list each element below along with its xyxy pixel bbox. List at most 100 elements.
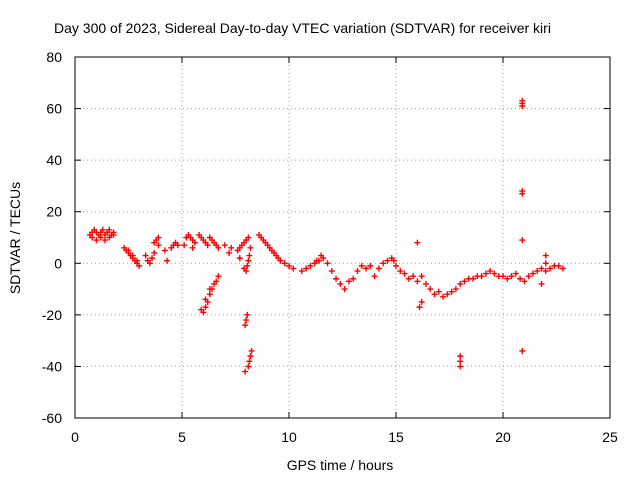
data-points xyxy=(86,97,566,375)
data-point xyxy=(313,257,320,264)
data-point xyxy=(350,275,357,282)
x-tick-label: 10 xyxy=(281,429,297,445)
data-point xyxy=(440,293,447,300)
data-point xyxy=(248,347,255,354)
data-point xyxy=(328,268,335,275)
data-point xyxy=(298,268,305,275)
data-point xyxy=(519,347,526,354)
data-point xyxy=(444,291,451,298)
data-point xyxy=(418,298,425,305)
y-tick-label: -40 xyxy=(42,358,62,374)
data-point xyxy=(142,252,149,259)
data-point xyxy=(228,244,235,251)
data-point xyxy=(244,311,251,318)
data-point xyxy=(519,102,526,109)
data-point xyxy=(245,257,252,264)
data-point xyxy=(521,278,528,285)
grid-lines xyxy=(75,57,610,418)
data-point xyxy=(246,358,253,365)
data-point xyxy=(538,265,545,272)
data-point xyxy=(448,288,455,295)
data-point xyxy=(213,278,220,285)
data-point xyxy=(363,265,370,272)
data-point xyxy=(542,268,549,275)
data-point xyxy=(136,262,143,269)
data-point xyxy=(129,252,136,259)
data-point xyxy=(106,234,113,241)
data-point xyxy=(508,273,515,280)
data-point xyxy=(405,275,412,282)
data-point xyxy=(242,322,249,329)
data-point xyxy=(482,270,489,277)
data-point xyxy=(538,280,545,287)
data-point xyxy=(401,270,408,277)
data-point xyxy=(371,273,378,280)
data-point xyxy=(242,368,249,375)
data-point xyxy=(410,273,417,280)
data-point xyxy=(204,242,211,249)
data-point xyxy=(555,262,562,269)
data-point xyxy=(97,234,104,241)
data-point xyxy=(101,237,108,244)
plot-frame xyxy=(74,56,611,419)
data-point xyxy=(243,268,250,275)
data-point xyxy=(461,278,468,285)
y-axis-label: SDTVAR / TECUs xyxy=(7,182,23,294)
data-point xyxy=(161,247,168,254)
data-point xyxy=(375,265,382,272)
y-tick-label: 40 xyxy=(46,152,62,168)
data-point xyxy=(512,270,519,277)
data-point xyxy=(393,262,399,269)
data-point xyxy=(189,244,196,251)
data-point xyxy=(318,252,325,259)
data-point xyxy=(93,237,100,244)
data-point xyxy=(478,273,485,280)
data-point xyxy=(245,363,252,370)
data-point xyxy=(559,265,566,272)
data-point xyxy=(380,260,387,267)
data-point xyxy=(155,234,162,241)
data-point xyxy=(457,353,464,360)
y-tick-label: 60 xyxy=(46,101,62,117)
y-tick-label: 80 xyxy=(46,49,62,65)
y-tick-label: -20 xyxy=(42,307,62,323)
data-point xyxy=(542,252,549,259)
data-point xyxy=(517,275,524,282)
data-point xyxy=(151,249,158,256)
data-point xyxy=(221,242,228,249)
y-tick-label: 20 xyxy=(46,204,62,220)
data-point xyxy=(281,260,288,267)
data-point xyxy=(397,268,404,275)
data-point xyxy=(125,247,132,254)
data-point xyxy=(215,273,222,280)
chart-title: Day 300 of 2023, Sidereal Day-to-day VTE… xyxy=(54,20,551,36)
data-point xyxy=(358,262,365,269)
data-point xyxy=(418,273,425,280)
x-axis-label: GPS time / hours xyxy=(287,457,394,473)
data-point xyxy=(333,275,340,282)
data-point xyxy=(247,244,254,251)
data-point xyxy=(534,268,541,275)
data-point xyxy=(215,244,222,251)
data-point xyxy=(542,260,549,267)
data-point xyxy=(422,280,429,287)
x-tick-label: 15 xyxy=(388,429,404,445)
data-point xyxy=(206,291,213,298)
data-point xyxy=(134,257,141,264)
data-point xyxy=(414,239,421,246)
data-point xyxy=(208,286,215,293)
data-point xyxy=(529,270,536,277)
data-point xyxy=(99,226,106,233)
data-point xyxy=(431,291,438,298)
data-point xyxy=(164,257,171,264)
y-tick-label: -60 xyxy=(42,410,62,426)
data-point xyxy=(286,262,292,269)
data-point xyxy=(110,231,117,238)
data-point xyxy=(367,262,374,269)
data-point xyxy=(174,242,181,249)
data-point xyxy=(525,273,532,280)
data-point xyxy=(519,237,526,244)
x-tick-label: 20 xyxy=(495,429,511,445)
data-point xyxy=(247,353,254,360)
